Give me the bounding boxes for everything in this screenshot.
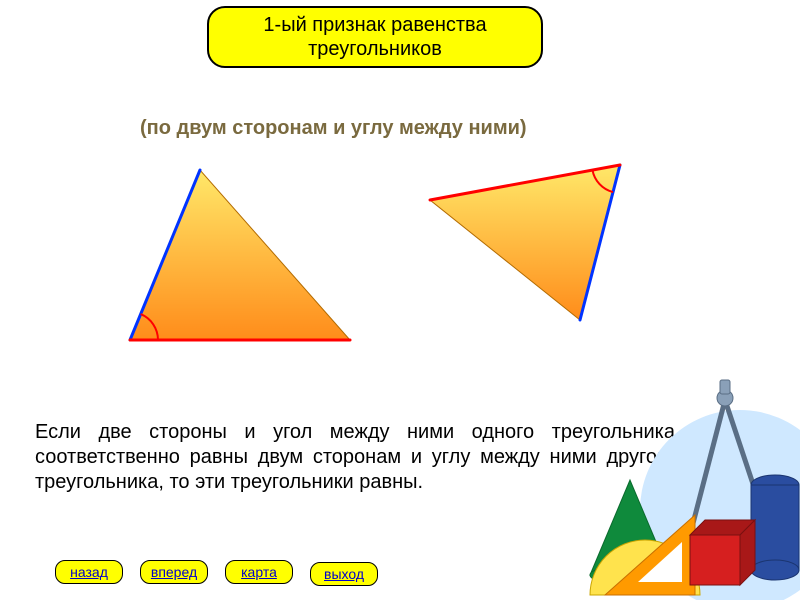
- nav-button-forward[interactable]: вперед: [140, 560, 208, 584]
- triangle-right: [430, 165, 620, 320]
- triangles-diagram: [0, 0, 800, 400]
- theorem-text: Если две стороны и угол между ними одног…: [35, 420, 675, 495]
- nav-button-back[interactable]: назад: [55, 560, 123, 584]
- nav-button-exit[interactable]: выход: [310, 562, 378, 586]
- triangle-left: [130, 170, 350, 340]
- nav-button-map[interactable]: карта: [225, 560, 293, 584]
- slide-canvas: 1-ый признак равенства треугольников (по…: [0, 0, 800, 600]
